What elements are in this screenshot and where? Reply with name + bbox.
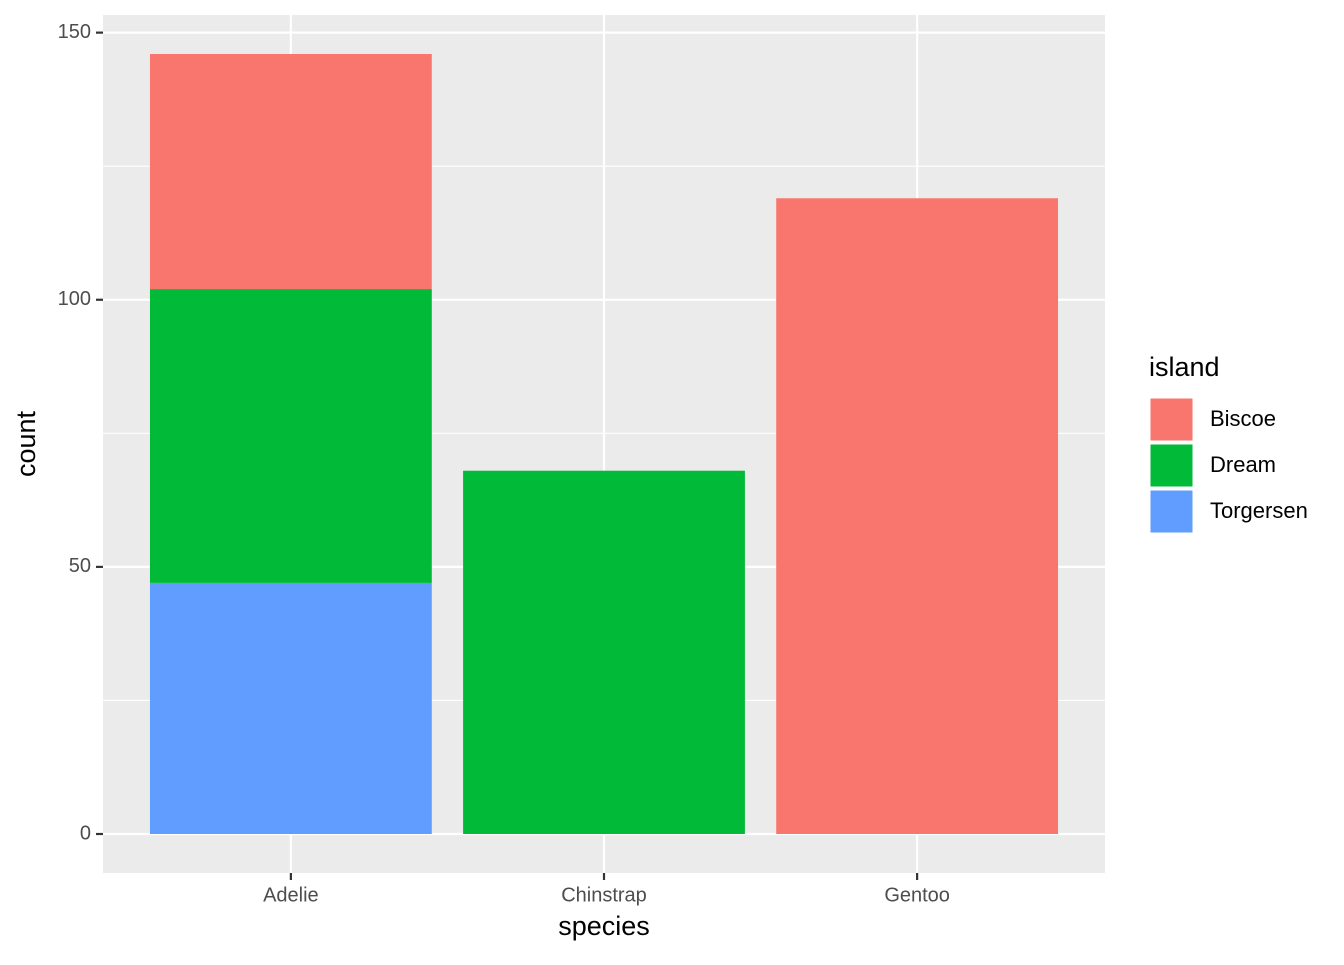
bar-segment	[463, 470, 745, 834]
x-tick-label: Adelie	[263, 884, 319, 906]
x-tick-label: Gentoo	[884, 884, 950, 906]
x-tick-label: Chinstrap	[561, 884, 647, 906]
bar-segment	[149, 54, 432, 290]
bar-segment	[149, 289, 432, 583]
y-tick-label: 50	[69, 555, 91, 577]
y-tick-label: 100	[58, 288, 91, 310]
legend-label: Biscoe	[1210, 406, 1276, 431]
legend-label: Dream	[1210, 452, 1276, 477]
legend-key	[1149, 443, 1194, 488]
legend-key	[1149, 489, 1194, 534]
y-axis-title: count	[11, 410, 41, 477]
legend-label: Torgersen	[1210, 498, 1308, 523]
legend-title: island	[1149, 352, 1220, 382]
y-tick-label: 0	[80, 822, 91, 844]
bar-segment	[149, 582, 432, 834]
x-axis-title: species	[558, 911, 650, 941]
legend-key	[1149, 397, 1194, 442]
bar-segment	[776, 198, 1059, 834]
y-tick-label: 150	[58, 21, 91, 43]
